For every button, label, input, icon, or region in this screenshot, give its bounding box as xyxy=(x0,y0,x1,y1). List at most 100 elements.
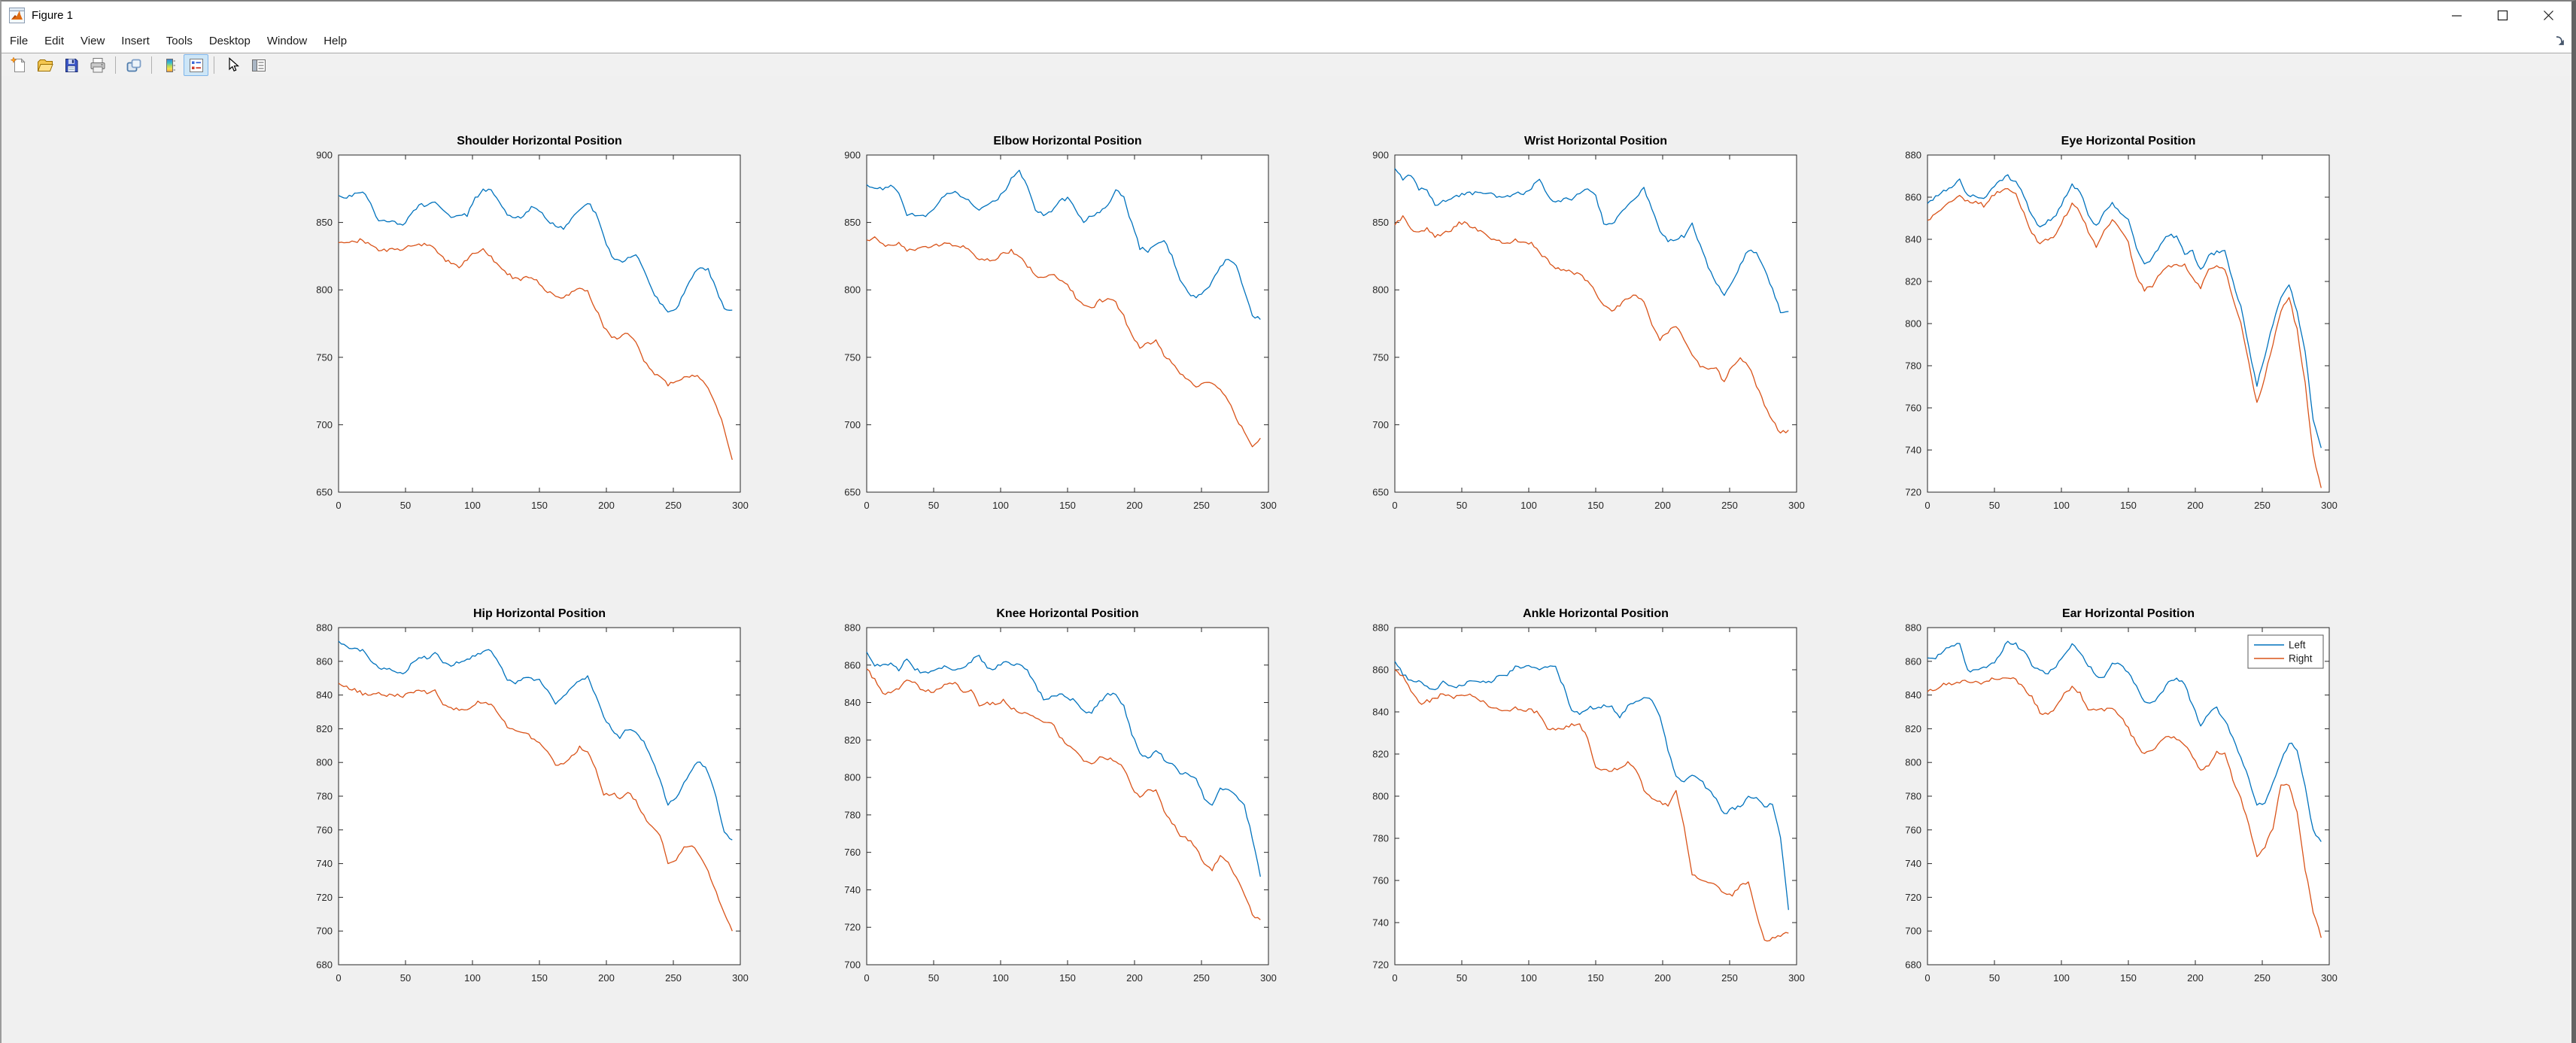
x-tick-label: 0 xyxy=(1392,500,1397,511)
menu-item-tools[interactable]: Tools xyxy=(166,35,193,47)
y-tick-label: 680 xyxy=(316,959,333,971)
plot-title: Knee Horizontal Position xyxy=(996,607,1138,620)
y-tick-label: 800 xyxy=(1372,284,1389,296)
axes-box xyxy=(866,154,1269,493)
x-tick-label: 250 xyxy=(665,500,682,511)
x-tick-label: 100 xyxy=(2053,972,2070,984)
figure-canvas: Shoulder Horizontal Position 650 700 750 800… xyxy=(2,76,2571,1043)
print-figure-button[interactable] xyxy=(85,54,110,76)
y-tick-label: 880 xyxy=(844,622,861,634)
menu-item-help[interactable]: Help xyxy=(324,35,348,47)
y-tick-label: 800 xyxy=(316,757,333,768)
toolbar-separator xyxy=(151,56,152,74)
property-inspector-icon xyxy=(251,59,266,71)
series-right-line xyxy=(338,683,733,932)
plot-title: Hip Horizontal Position xyxy=(473,607,606,620)
axes-box xyxy=(1394,154,1797,493)
series-left-line xyxy=(338,640,733,841)
colorbar-icon xyxy=(166,58,175,72)
y-tick-label: 840 xyxy=(316,689,333,701)
open-folder-icon xyxy=(37,59,53,71)
plot-title: Elbow Horizontal Position xyxy=(993,135,1141,147)
menu-items: File Edit View Insert Tools Desktop Window Help xyxy=(2,29,355,53)
axes-box xyxy=(338,154,741,493)
axes-background xyxy=(339,155,740,492)
y-tick-label: 860 xyxy=(1905,192,1921,203)
y-tick-label: 750 xyxy=(844,351,861,363)
y-tick-label: 700 xyxy=(1372,419,1389,430)
menu-item-view[interactable]: View xyxy=(80,35,105,47)
y-tick-label: 720 xyxy=(844,922,861,933)
menu-item-insert[interactable]: Insert xyxy=(121,35,150,47)
maximize-button[interactable] xyxy=(2480,2,2526,29)
x-tick-label: 150 xyxy=(2120,500,2137,511)
y-tick-label: 820 xyxy=(1905,276,1921,287)
y-tick-label: 700 xyxy=(844,959,861,971)
save-figure-button[interactable] xyxy=(59,54,84,76)
insert-colorbar-button[interactable] xyxy=(157,54,182,76)
series-left-line xyxy=(338,188,733,313)
legend-icon xyxy=(189,58,203,72)
y-tick-label: 800 xyxy=(1905,318,1921,330)
edit-plot-button[interactable] xyxy=(220,54,245,76)
minimize-button[interactable] xyxy=(2434,2,2480,29)
x-tick-label: 300 xyxy=(732,972,749,984)
y-tick-label: 780 xyxy=(1905,791,1921,802)
menu-item-file[interactable]: File xyxy=(10,35,29,47)
y-tick-label: 800 xyxy=(1372,791,1389,802)
y-tick-label: 820 xyxy=(844,734,861,746)
x-tick-label: 150 xyxy=(1059,972,1076,984)
axes-box xyxy=(866,627,1269,965)
x-tick-label: 100 xyxy=(464,972,481,984)
x-tick-label: 250 xyxy=(2254,500,2271,511)
y-tick-label: 850 xyxy=(316,217,333,228)
axes-background xyxy=(1395,628,1797,965)
y-tick-label: 700 xyxy=(844,419,861,430)
x-tick-label: 50 xyxy=(400,972,411,984)
open-file-button[interactable] xyxy=(32,54,57,76)
plot-title: Eye Horizontal Position xyxy=(2061,135,2196,147)
menubar: File Edit View Insert Tools Desktop Window Help xyxy=(2,29,2571,53)
y-tick-label: 740 xyxy=(1372,917,1389,929)
menu-item-desktop[interactable]: Desktop xyxy=(208,35,251,47)
link-plot-button[interactable] xyxy=(121,54,146,76)
y-tick-label: 720 xyxy=(1905,487,1921,498)
axes-box xyxy=(1394,627,1797,965)
menu-item-edit[interactable]: Edit xyxy=(44,35,65,47)
y-tick-label: 850 xyxy=(1372,217,1389,228)
x-tick-label: 200 xyxy=(2187,500,2204,511)
y-tick-label: 780 xyxy=(844,809,861,820)
y-tick-label: 760 xyxy=(1905,403,1921,414)
y-tick-label: 760 xyxy=(1372,875,1389,886)
x-tick-label: 50 xyxy=(400,500,411,511)
y-tick-label: 800 xyxy=(316,284,333,296)
dock-figure-icon[interactable] xyxy=(2553,34,2567,47)
x-tick-label: 50 xyxy=(928,500,939,511)
series-right-line xyxy=(1394,669,1789,942)
link-plot-icon xyxy=(126,59,141,71)
x-tick-label: 300 xyxy=(1788,500,1805,511)
y-tick-label: 750 xyxy=(316,351,333,363)
property-inspector-button[interactable] xyxy=(246,54,271,76)
titlebar: Figure 1 xyxy=(2,2,2571,29)
close-button[interactable] xyxy=(2526,2,2571,29)
menu-item-window[interactable]: Window xyxy=(266,35,308,47)
series-right-line xyxy=(866,236,1261,448)
y-tick-label: 740 xyxy=(1905,445,1921,456)
y-tick-label: 900 xyxy=(844,150,861,161)
x-tick-label: 0 xyxy=(1924,972,1930,984)
y-tick-label: 820 xyxy=(1372,749,1389,760)
y-tick-label: 740 xyxy=(844,884,861,896)
series-right-line xyxy=(1927,677,2322,938)
printer-icon xyxy=(90,57,105,72)
y-tick-label: 860 xyxy=(1905,655,1921,667)
x-tick-label: 100 xyxy=(2053,500,2070,511)
series-right-line xyxy=(338,238,733,461)
x-tick-label: 300 xyxy=(732,500,749,511)
insert-legend-button[interactable] xyxy=(184,54,208,76)
y-tick-label: 720 xyxy=(1372,959,1389,971)
new-figure-button[interactable] xyxy=(6,54,31,76)
x-tick-label: 150 xyxy=(1587,972,1604,984)
legend-box[interactable] xyxy=(2247,634,2324,669)
y-tick-label: 840 xyxy=(844,697,861,708)
